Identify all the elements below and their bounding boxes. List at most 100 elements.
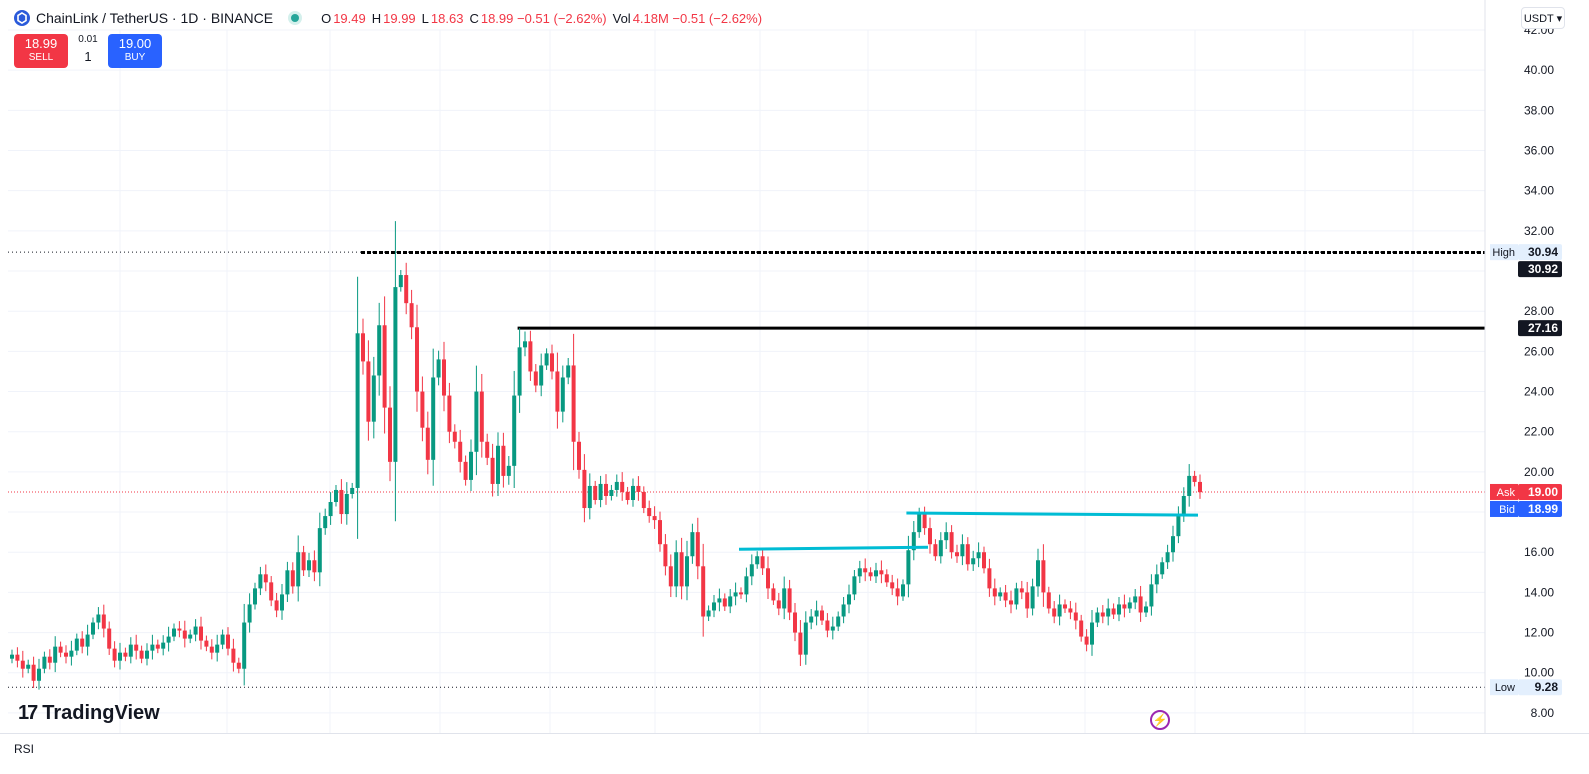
candle-body	[1165, 552, 1170, 563]
candle-body	[928, 528, 932, 545]
candle-body	[911, 532, 916, 551]
price-label-tag-box	[1490, 500, 1518, 517]
pane-separator[interactable]	[0, 733, 1589, 734]
candle-body	[290, 570, 295, 587]
candle-body	[231, 648, 236, 663]
candle-body	[685, 556, 689, 587]
candle-body	[965, 544, 970, 565]
candle-body	[636, 485, 641, 492]
legend-header: ChainLink / TetherUS · 1D · BINANCE O 19.…	[14, 6, 762, 30]
candle-body	[679, 552, 684, 587]
candle-body	[15, 654, 20, 661]
candle-body	[755, 556, 760, 565]
candle-body	[847, 594, 851, 605]
sell-label: SELL	[28, 52, 54, 63]
open-label: O	[321, 10, 332, 26]
candle-body	[992, 588, 997, 597]
trend-line	[906, 511, 1199, 517]
price-tick-label: 36.00	[1524, 144, 1554, 158]
price-label-value: 27.16	[1528, 321, 1558, 335]
price-label-tag-box	[1490, 483, 1518, 500]
candle-body	[490, 457, 495, 484]
candle-body	[420, 391, 425, 428]
price-labels: 30.94 High 30.92 27.16 19.00 Ask 18.99 Bid 9.28 L…	[1490, 244, 1562, 696]
close-value: 18.99 −0.51 (−2.62%)	[480, 10, 607, 26]
price-tick-label: 32.00	[1524, 224, 1554, 238]
candle-body	[150, 644, 155, 651]
candle-body	[485, 441, 490, 458]
open-value: 19.49	[333, 10, 366, 26]
candle-body	[80, 638, 85, 647]
price-tick-label: 14.00	[1524, 585, 1554, 599]
candle-body	[436, 359, 441, 378]
high-value: 19.99	[383, 10, 416, 26]
candle-body	[366, 361, 371, 422]
price-label-box	[1518, 261, 1562, 278]
currency-dropdown[interactable]: USDT ▾	[1521, 7, 1565, 29]
candle-body	[274, 600, 279, 611]
candle-body	[101, 614, 106, 629]
sell-button[interactable]: 18.99 SELL	[14, 34, 68, 68]
price-label-box	[1518, 244, 1562, 261]
candle-body	[955, 552, 959, 557]
candle-body	[247, 604, 252, 623]
candle-body	[123, 652, 128, 657]
candle-body	[371, 375, 376, 422]
candle-body	[879, 570, 884, 575]
candle-body	[614, 481, 619, 490]
candle-body	[1068, 608, 1073, 613]
candle-body	[263, 574, 268, 583]
spread-quantity[interactable]: 0.01 1	[72, 34, 104, 64]
candle-body	[323, 516, 328, 529]
candle-body	[382, 325, 387, 408]
candle-body	[1100, 612, 1105, 617]
candle-body	[830, 626, 835, 631]
candle-body	[1192, 475, 1197, 482]
candle-body	[733, 592, 738, 597]
candle-body	[577, 441, 581, 470]
candle-body	[922, 514, 927, 529]
price-axis: 8.0010.0012.0014.0016.0018.0020.0022.002…	[1524, 23, 1554, 720]
symbol-title[interactable]: ChainLink / TetherUS · 1D · BINANCE	[36, 10, 274, 26]
candle-body	[749, 564, 754, 577]
candle-body	[296, 552, 301, 587]
candle-body	[37, 668, 41, 681]
price-tick-label: 40.00	[1524, 63, 1554, 77]
candle-body	[350, 487, 355, 494]
candle-body	[339, 489, 344, 515]
candle-body	[609, 489, 614, 496]
candle-body	[69, 650, 74, 657]
volume-label: Vol	[612, 10, 631, 26]
candle-body	[1019, 588, 1024, 593]
price-label-tag: Low	[1495, 682, 1515, 694]
candle-body	[841, 604, 846, 617]
candle-body	[1003, 592, 1008, 601]
candle-body	[593, 485, 598, 501]
candle-body	[1073, 612, 1078, 621]
buy-button[interactable]: 19.00 BUY	[108, 34, 162, 68]
candle-body	[334, 489, 338, 503]
rsi-pane-label[interactable]: RSI	[14, 742, 35, 756]
price-label-value: 19.00	[1528, 485, 1558, 499]
candle-body	[1025, 592, 1030, 609]
candle-body	[91, 622, 95, 635]
candle-body	[803, 622, 808, 655]
candle-body	[307, 560, 311, 571]
candle-body	[312, 560, 317, 573]
price-label-tag-box	[1490, 679, 1518, 696]
lightning-icon[interactable]: ⚡	[1150, 710, 1170, 730]
candle-body	[64, 652, 68, 657]
price-label-tag: Bid	[1499, 504, 1515, 516]
price-tick-label: 26.00	[1524, 344, 1554, 358]
candle-body	[517, 347, 522, 396]
candle-body	[242, 622, 247, 669]
candle-body	[512, 395, 517, 466]
candle-body	[155, 644, 160, 649]
candle-body	[533, 371, 538, 386]
candle-body	[701, 566, 706, 617]
candle-body	[528, 341, 533, 372]
candle-body	[641, 491, 646, 509]
tradingview-logo[interactable]: 17 TradingView	[18, 702, 160, 725]
